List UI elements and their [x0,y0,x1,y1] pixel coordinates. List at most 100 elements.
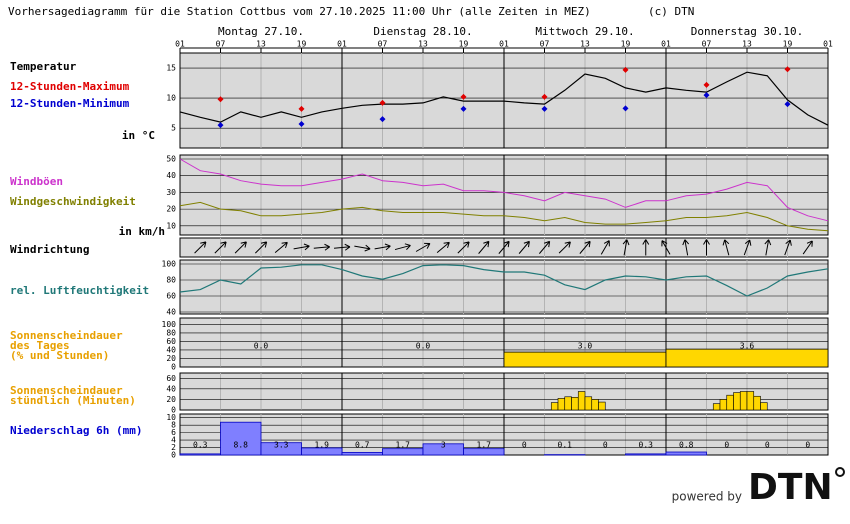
precip-value: 1.9 [315,441,330,450]
sun-hourly-bar [557,398,566,411]
y-tick-label: 40 [166,384,176,393]
y-tick-label: 60 [166,337,176,346]
wind-arrow [457,241,470,254]
min-marker [217,122,224,129]
humidity-line [179,264,829,297]
wind-label: Windgeschwindigkeit [10,195,136,208]
precip-value: 1.7 [477,441,492,450]
y-tick-label: 100 [162,320,177,329]
arrow-shape [703,239,710,256]
min-marker [298,120,305,127]
wind-arrow [194,241,207,254]
arrow-shape [254,241,268,254]
sun-hourly-bar [564,396,572,411]
min-label: 12-Stunden-Minimum [10,97,130,110]
precip-value: 1.7 [396,441,411,450]
x-tick-label: 07 [216,40,226,49]
arrow-shape [498,240,510,254]
arrow-shape [722,239,730,256]
temperature-line [179,71,829,126]
sun-daily-label: des Tages [10,339,70,352]
max-marker [460,93,467,100]
x-tick-label: 19 [783,40,793,49]
wind-arrow [579,240,591,254]
arrow-shape [234,241,247,254]
arrow-shape [600,240,610,255]
y-tick-label: 2 [171,443,176,452]
wind-arrow [661,240,671,255]
x-tick-label: 01 [823,40,833,49]
hum-label: rel. Luftfeuchtigkeit [10,284,149,297]
sun-hourly-bar [571,397,579,411]
x-tick-label: 01 [661,40,671,49]
wind-arrow [274,241,288,254]
wind-line [179,201,829,232]
wind-arrow [313,243,331,251]
max-marker [541,93,548,100]
max-marker [622,66,629,73]
arrow-shape [214,241,227,254]
arrow-shape [478,240,490,254]
precip-value: 8.8 [234,441,249,450]
sun-hourly-bar [739,391,748,411]
wind-arrow [374,243,391,251]
y-tick-label: 20 [166,354,176,363]
max-marker [784,66,791,73]
arrow-shape [558,241,571,254]
y-tick-label: 40 [166,308,176,317]
precip-bar [341,451,383,456]
y-tick-label: 10 [166,221,176,230]
y-tick-label: 6 [171,428,176,437]
sun-hourly-bar [746,391,755,411]
precip-value: 3 [441,441,446,450]
y-tick-label: 20 [166,395,176,404]
y-tick-label: 15 [166,64,176,73]
wind-arrow [518,240,530,254]
y-tick-label: 40 [166,171,176,180]
arrow-shape [802,240,813,255]
arrow-shape [579,240,591,254]
precip-value: 0.7 [355,441,370,450]
sun-daily-bar [503,351,667,368]
precip-value: 0.3 [193,441,208,450]
wind-arrow [415,242,431,252]
y-tick-label: 40 [166,345,176,354]
precip-bar [301,447,343,456]
arrow-shape [333,243,351,251]
x-tick-label: 13 [256,40,266,49]
wind-arrow [622,239,630,256]
sun-daily-value: 3.6 [740,342,755,351]
arrow-shape [622,239,630,256]
min-marker [541,105,548,112]
arrow-shape [661,240,671,255]
arrow-shape [374,243,391,251]
x-tick-label: 07 [378,40,388,49]
arrow-shape [518,240,530,254]
arrow-shape [313,243,331,251]
gust-label: Windböen [10,175,63,188]
precip-label: Niederschlag 6h (mm) [10,424,142,437]
y-tick-label: 80 [166,328,176,337]
precip-value: 0 [765,441,770,450]
wind-arrow [802,240,813,255]
sun-daily-value: 0.0 [416,342,431,351]
wind-unit: in km/h [119,225,165,238]
arrow-shape [274,241,288,254]
arrow-shape [743,239,752,256]
x-tick-label: 13 [418,40,428,49]
y-tick-label: 10 [166,413,176,422]
y-tick-label: 60 [166,374,176,383]
temp-unit: in °C [122,129,155,142]
sun-hourly-bar [760,402,768,411]
logo: DTN [748,467,833,508]
arrow-shape [293,243,310,251]
max-marker [379,99,386,106]
precip-value: 3.3 [274,441,289,450]
wind-arrow [234,241,247,254]
max-marker [217,96,224,103]
arrow-shape [354,244,371,252]
day-label: Dienstag 28.10. [373,25,472,38]
precip-value: 0 [603,441,608,450]
max-label: 12-Stunden-Maximum [10,80,130,93]
